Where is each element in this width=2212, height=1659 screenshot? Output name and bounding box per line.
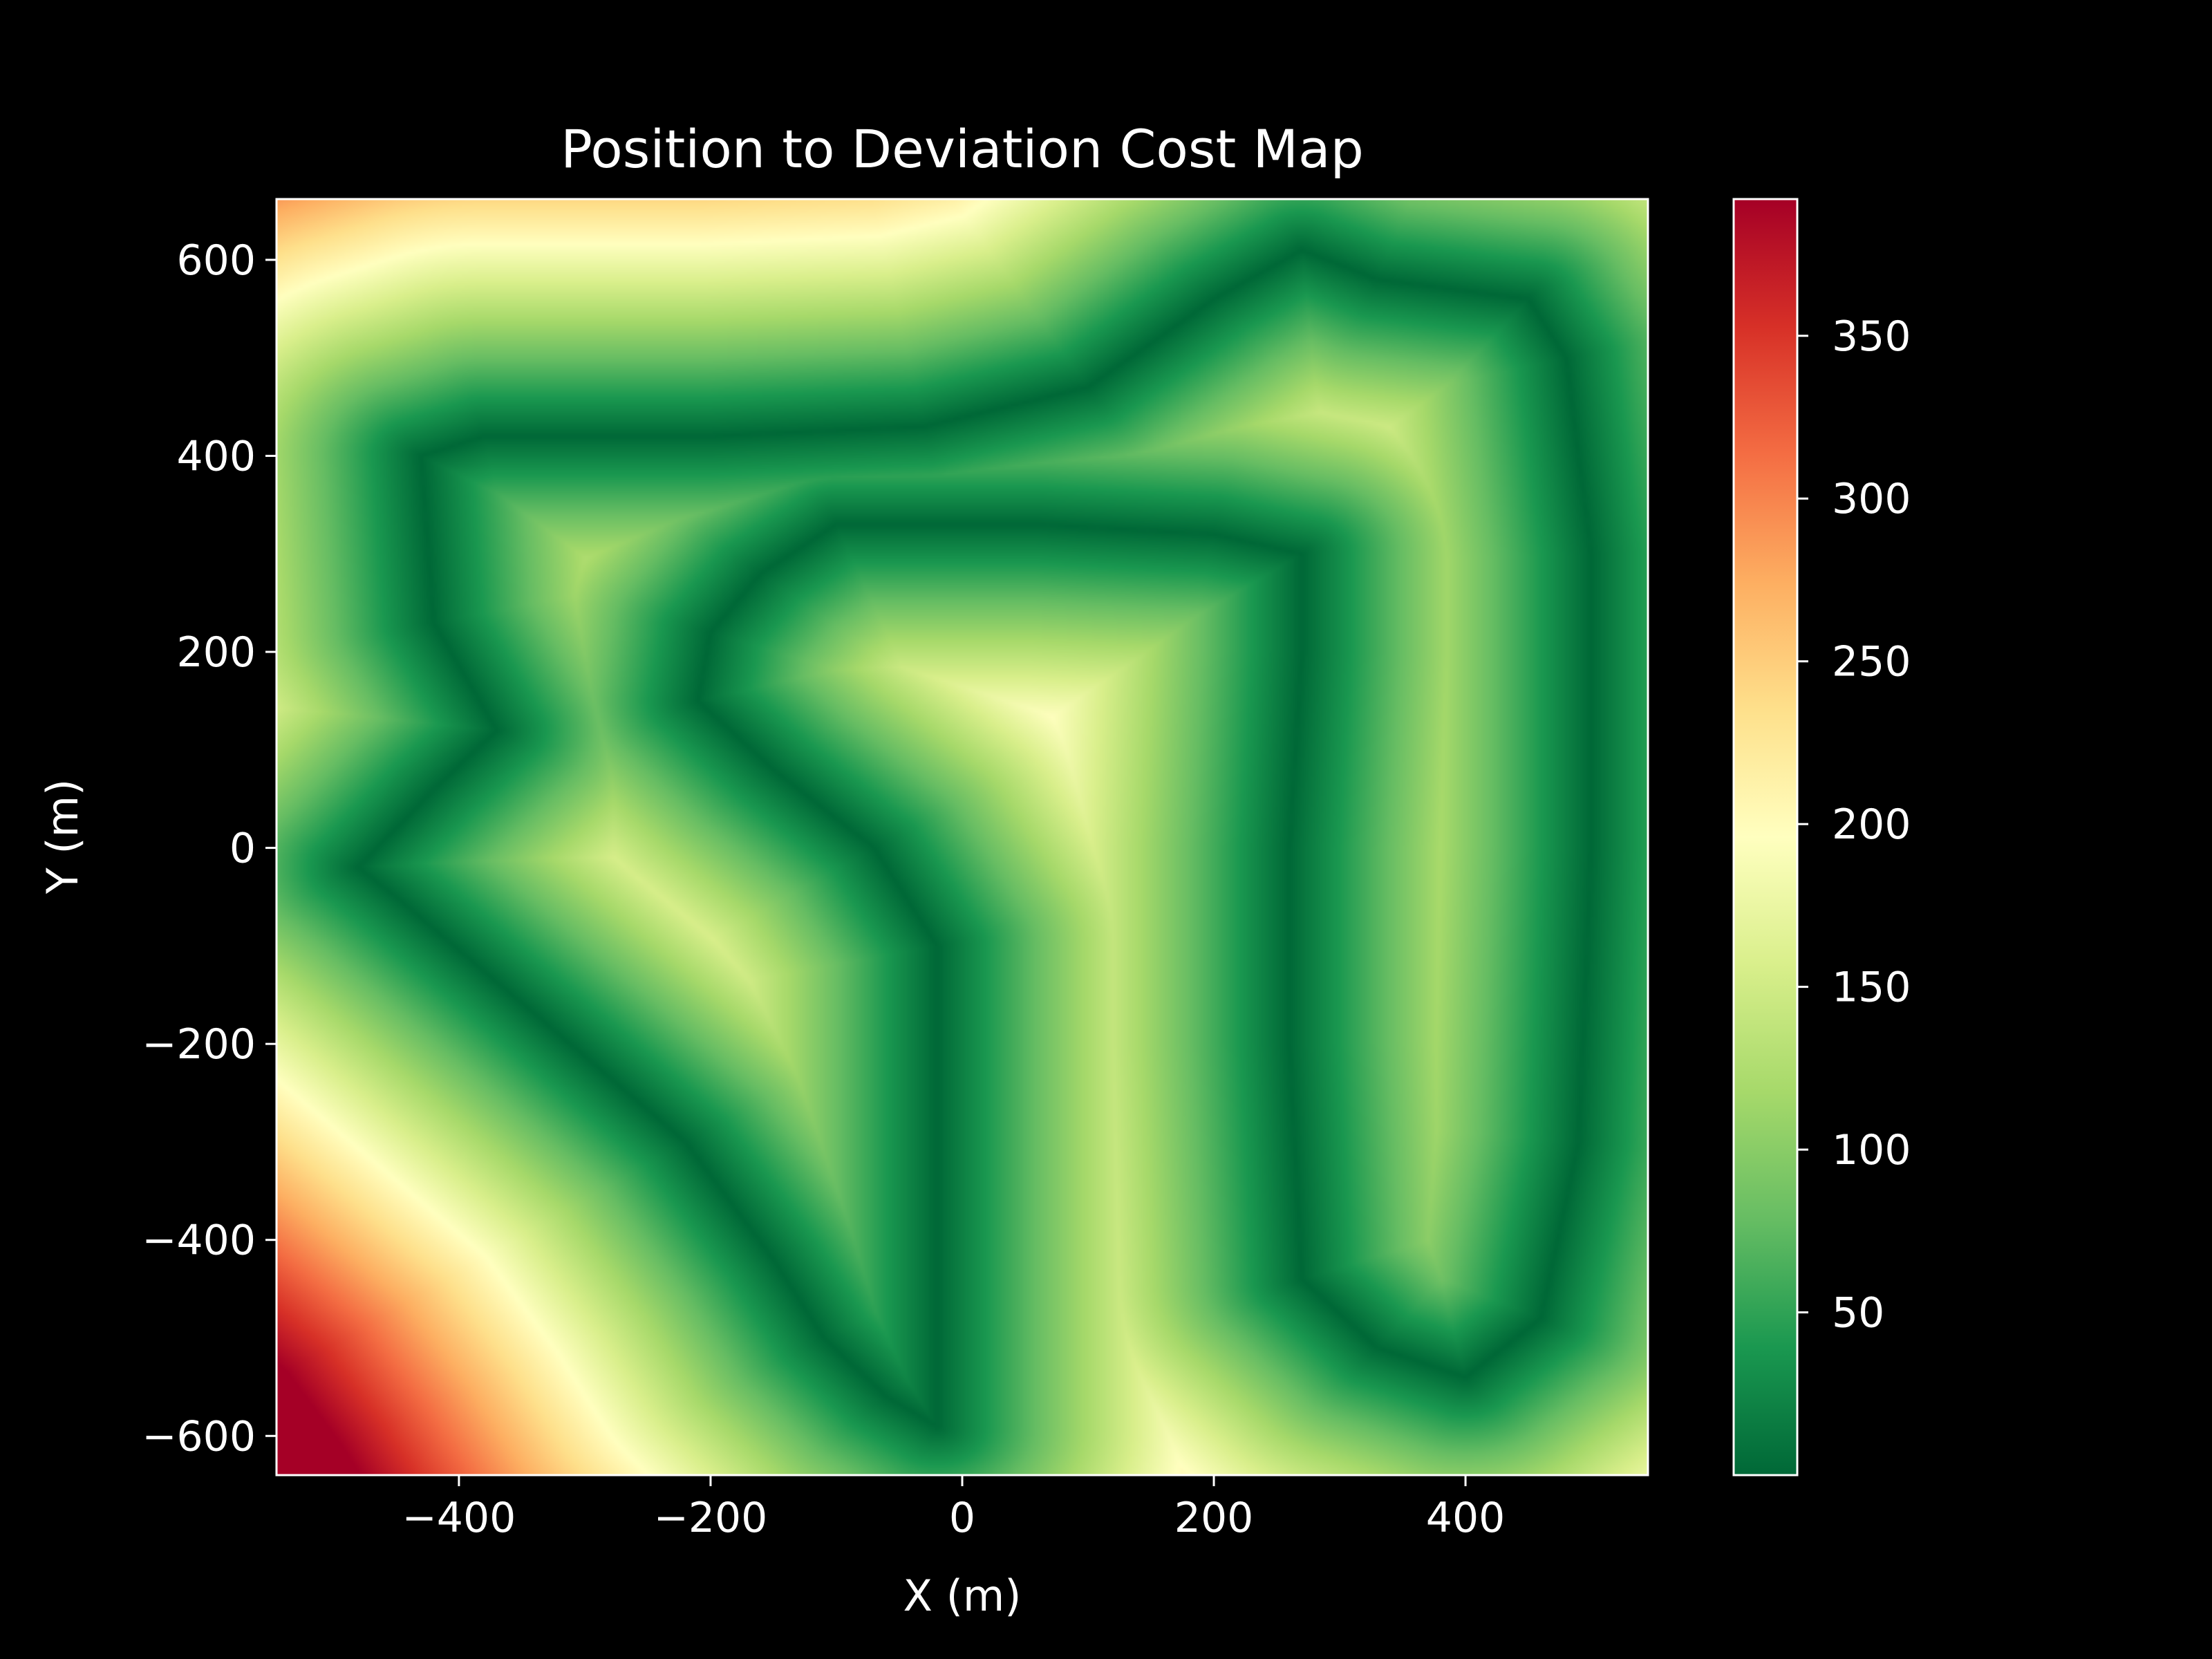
y-tick-label: 0 bbox=[229, 825, 256, 873]
colorbar-axis: 50 100 150 200 250 300 350 bbox=[1797, 312, 1911, 1338]
colorbar-tick-label: 100 bbox=[1832, 1126, 1911, 1174]
colorbar-tick-label: 300 bbox=[1832, 475, 1911, 523]
colorbar-frame bbox=[1732, 198, 1799, 1477]
colorbar-tick-label: 150 bbox=[1832, 964, 1911, 1012]
x-tick-label: 200 bbox=[1174, 1494, 1254, 1542]
y-tick-label: 400 bbox=[176, 432, 256, 480]
chart-title: Position to Deviation Cost Map bbox=[561, 118, 1364, 180]
x-axis: −400 −200 0 200 400 bbox=[402, 1475, 1506, 1542]
colorbar-tick-label: 350 bbox=[1832, 312, 1911, 361]
colorbar bbox=[1734, 199, 1797, 1475]
x-tick-label: 0 bbox=[949, 1494, 975, 1542]
y-axis: −600 −400 −200 0 200 400 600 bbox=[142, 236, 276, 1461]
x-tick-label: −400 bbox=[402, 1494, 516, 1542]
colorbar-tick-label: 250 bbox=[1832, 638, 1911, 686]
x-tick-label: 400 bbox=[1426, 1494, 1506, 1542]
x-axis-label: X (m) bbox=[903, 1571, 1022, 1621]
y-tick-label: −400 bbox=[142, 1217, 256, 1265]
y-tick-label: −200 bbox=[142, 1020, 256, 1069]
y-tick-label: −600 bbox=[142, 1412, 256, 1461]
y-tick-label: 600 bbox=[176, 236, 256, 285]
colorbar-tick-label: 200 bbox=[1832, 800, 1911, 849]
colorbar-tick-label: 50 bbox=[1832, 1289, 1884, 1338]
heatmap-area bbox=[276, 199, 1648, 1475]
y-tick-label: 200 bbox=[176, 628, 256, 677]
y-axis-label: Y (m) bbox=[37, 779, 88, 894]
x-tick-label: −200 bbox=[654, 1494, 768, 1542]
